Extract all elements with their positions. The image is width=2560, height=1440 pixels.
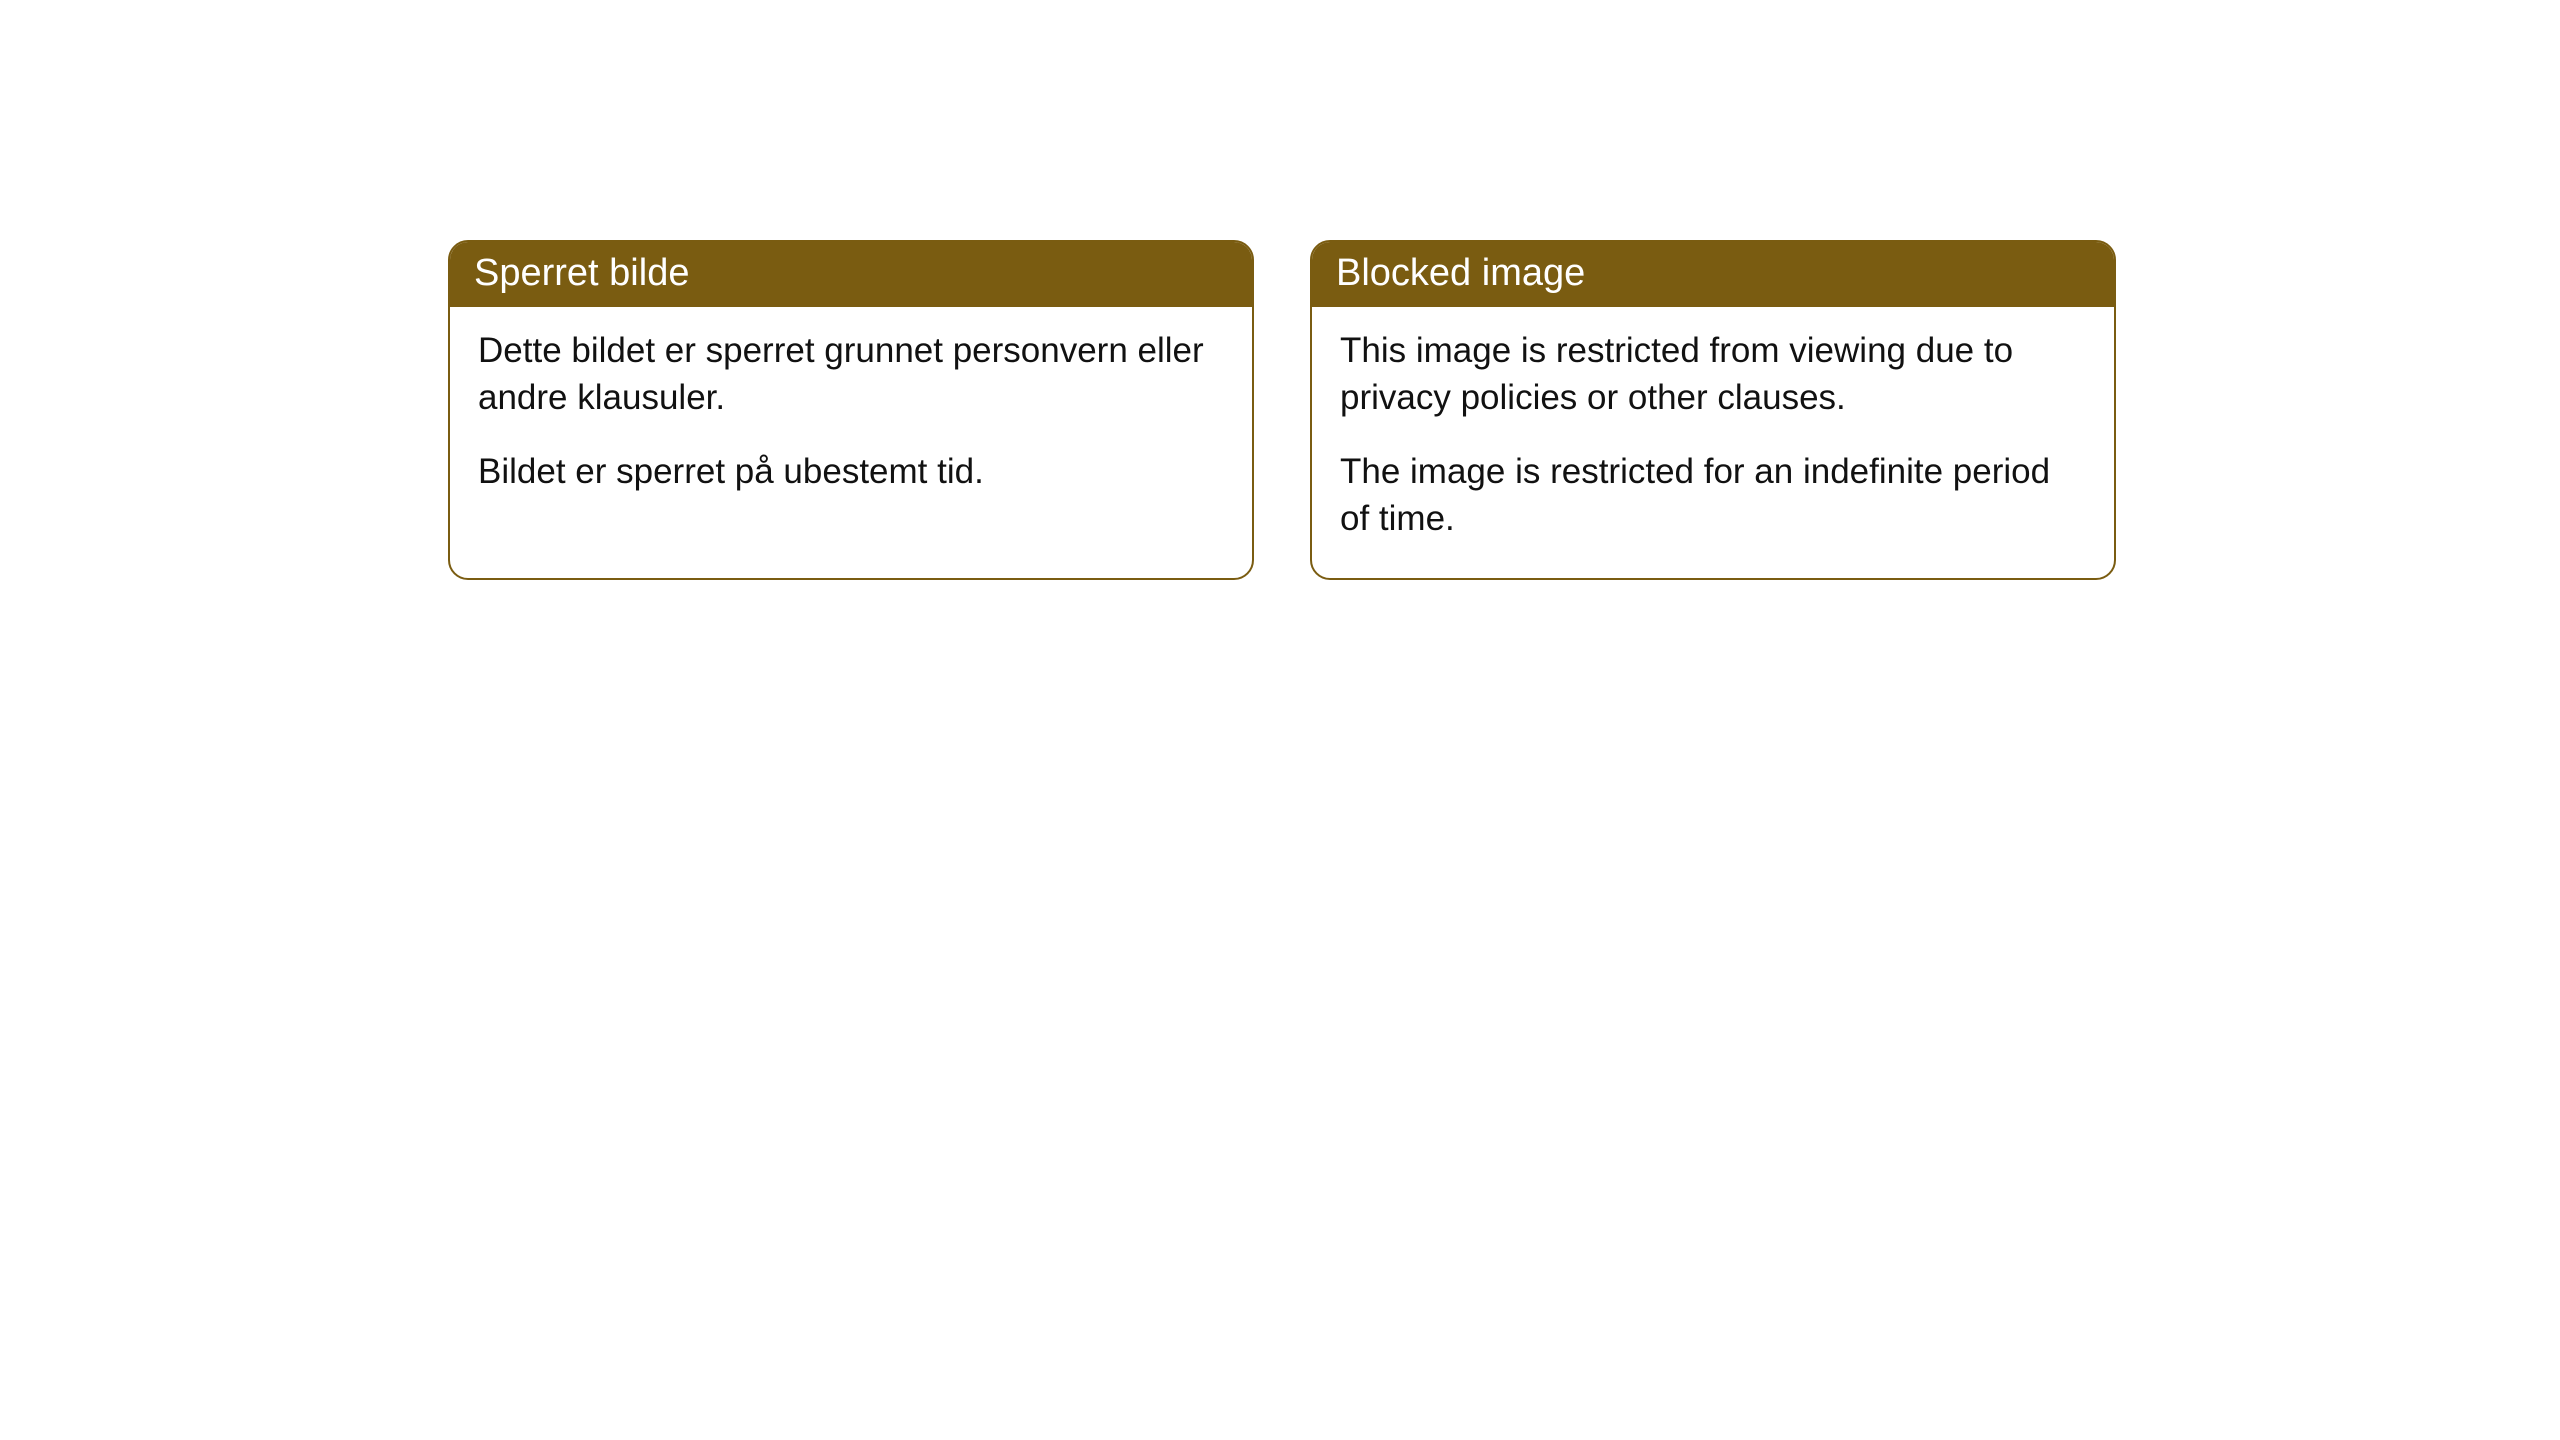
card-text-norwegian-2: Bildet er sperret på ubestemt tid. — [478, 448, 1224, 495]
card-body-norwegian: Dette bildet er sperret grunnet personve… — [450, 307, 1252, 531]
card-text-norwegian-1: Dette bildet er sperret grunnet personve… — [478, 327, 1224, 422]
card-norwegian: Sperret bilde Dette bildet er sperret gr… — [448, 240, 1254, 580]
cards-container: Sperret bilde Dette bildet er sperret gr… — [448, 240, 2116, 580]
card-header-norwegian: Sperret bilde — [450, 242, 1252, 307]
card-english: Blocked image This image is restricted f… — [1310, 240, 2116, 580]
card-text-english-1: This image is restricted from viewing du… — [1340, 327, 2086, 422]
card-header-english: Blocked image — [1312, 242, 2114, 307]
card-body-english: This image is restricted from viewing du… — [1312, 307, 2114, 578]
card-text-english-2: The image is restricted for an indefinit… — [1340, 448, 2086, 543]
